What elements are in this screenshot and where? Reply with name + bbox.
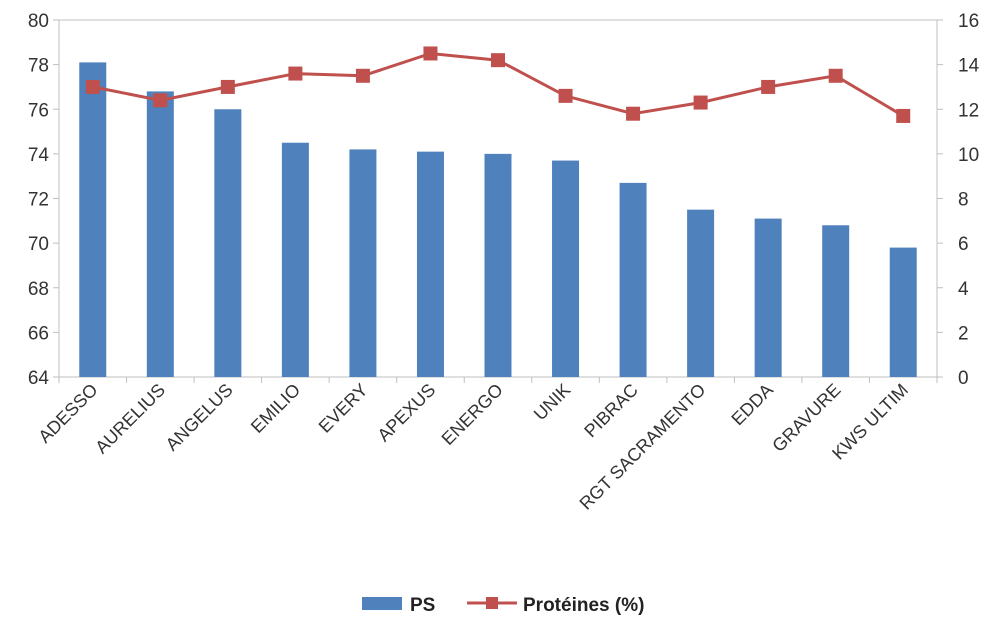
right-tick-label: 4 (958, 279, 969, 300)
ps-bar (281, 142, 309, 377)
category-label: UNIK (530, 380, 575, 425)
ps-bar (552, 160, 580, 377)
proteines-point (288, 66, 303, 81)
legend-proteines-label: Protéines (%) (523, 595, 644, 616)
proteines-point (423, 46, 438, 61)
legend: PS Protéines (%) (362, 595, 644, 616)
ps-bar (79, 62, 107, 378)
proteines-point (761, 79, 776, 94)
ps-bar (484, 153, 512, 377)
category-label: RGT SACRAMENTO (576, 380, 710, 514)
ps-bar (754, 218, 782, 377)
right-tick-label: 8 (958, 190, 969, 211)
right-y-axis: 0 2 4 6 8 10 12 14 16 (937, 11, 980, 389)
category-label: AURELIUS (91, 380, 169, 458)
ps-bar (214, 109, 242, 377)
legend-ps-swatch (362, 597, 402, 610)
right-tick-label: 6 (958, 234, 969, 255)
ps-bar (619, 182, 647, 377)
proteines-point (558, 88, 573, 103)
category-label: EVERY (315, 380, 372, 437)
right-tick-label: 16 (958, 11, 979, 32)
left-tick-label: 74 (28, 145, 50, 166)
category-label: PIBRAC (580, 380, 642, 442)
left-tick-label: 76 (28, 100, 49, 121)
ps-bar (146, 91, 174, 378)
proteines-point (220, 79, 235, 94)
right-tick-label: 12 (958, 100, 979, 121)
left-tick-label: 68 (28, 279, 49, 300)
category-label: ADESSO (34, 380, 101, 447)
left-tick-label: 80 (28, 11, 49, 32)
ps-bar (889, 247, 917, 377)
proteines-point (693, 95, 708, 110)
category-label: EDDA (727, 380, 777, 430)
proteines-line (85, 46, 911, 123)
ps-bar (822, 225, 850, 377)
right-tick-label: 2 (958, 323, 969, 344)
ps-bars (79, 62, 917, 378)
proteines-point (355, 68, 370, 83)
category-label: ANGELUS (162, 380, 237, 455)
category-label: ENERGO (438, 380, 507, 449)
proteines-point (626, 106, 641, 121)
legend-proteines-marker (486, 597, 498, 609)
right-tick-label: 0 (958, 368, 969, 389)
category-label: APEXUS (374, 380, 440, 446)
ps-bar (416, 151, 444, 377)
left-y-axis: 64 66 68 70 72 74 76 78 80 (28, 11, 59, 389)
ps-bar (687, 209, 715, 377)
proteines-point (153, 93, 168, 108)
right-tick-label: 14 (958, 56, 980, 77)
legend-ps-label: PS (410, 595, 435, 616)
proteines-point (85, 79, 100, 94)
proteines-point (491, 53, 505, 68)
left-tick-label: 66 (28, 323, 49, 344)
proteines-point (828, 68, 843, 83)
proteines-point (896, 108, 911, 123)
right-tick-label: 10 (958, 145, 979, 166)
left-tick-label: 64 (28, 368, 50, 389)
left-tick-label: 72 (28, 190, 49, 211)
left-tick-label: 70 (28, 234, 49, 255)
ps-bar (349, 149, 377, 377)
left-tick-label: 78 (28, 56, 49, 77)
category-label: EMILIO (247, 380, 304, 437)
